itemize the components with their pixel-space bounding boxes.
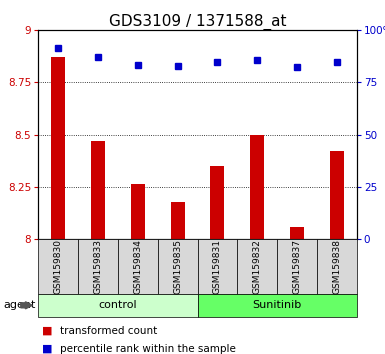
Text: ■: ■: [42, 326, 53, 336]
Bar: [250, 135, 264, 239]
Text: GSM159830: GSM159830: [54, 239, 62, 294]
Text: control: control: [99, 300, 137, 310]
Bar: [51, 57, 65, 239]
Text: GSM159838: GSM159838: [333, 239, 341, 294]
Bar: [290, 228, 304, 239]
Bar: [91, 141, 105, 239]
Text: GSM159835: GSM159835: [173, 239, 182, 294]
Text: GSM159831: GSM159831: [213, 239, 222, 294]
Bar: [131, 184, 145, 239]
Text: transformed count: transformed count: [60, 326, 157, 336]
Bar: [211, 166, 224, 239]
Title: GDS3109 / 1371588_at: GDS3109 / 1371588_at: [109, 14, 286, 30]
Text: percentile rank within the sample: percentile rank within the sample: [60, 344, 236, 354]
Text: agent: agent: [4, 300, 36, 310]
Bar: [330, 151, 344, 239]
Bar: [171, 202, 184, 239]
Text: ■: ■: [42, 344, 53, 354]
Text: GSM159832: GSM159832: [253, 239, 262, 294]
Text: Sunitinib: Sunitinib: [253, 300, 302, 310]
Text: GSM159834: GSM159834: [133, 239, 142, 294]
Text: GSM159837: GSM159837: [293, 239, 301, 294]
Text: GSM159833: GSM159833: [94, 239, 102, 294]
